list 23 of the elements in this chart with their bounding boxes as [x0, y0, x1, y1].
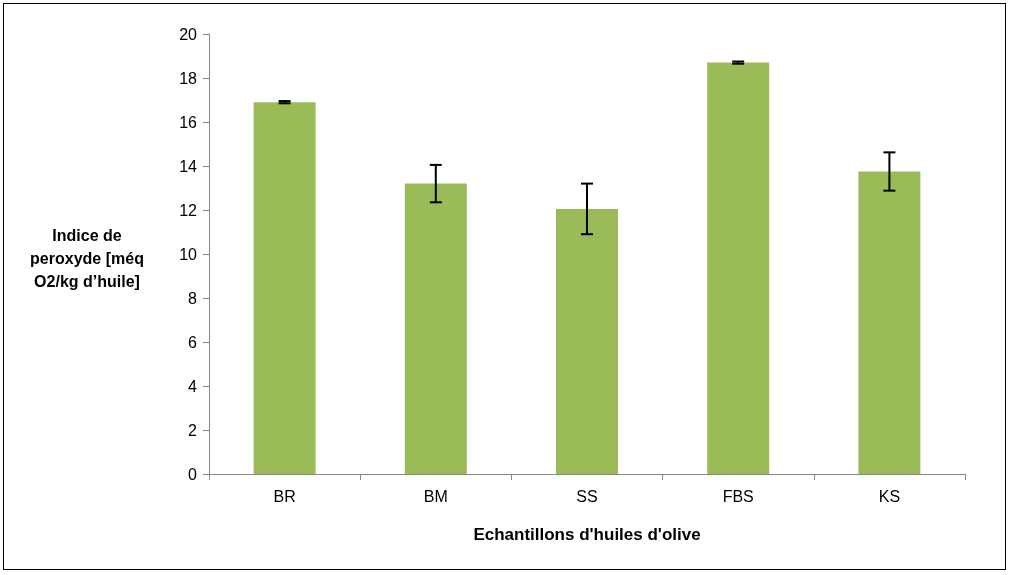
y-tick-label: 20	[179, 25, 198, 43]
bar	[404, 183, 467, 474]
bar	[253, 102, 316, 474]
x-tick-label: KS	[878, 487, 901, 505]
bar	[556, 208, 618, 474]
x-tick-label: BM	[423, 487, 448, 505]
x-tick-label: SS	[576, 487, 598, 505]
y-tick-label: 18	[179, 69, 198, 87]
y-tick-label: 10	[179, 245, 198, 263]
x-axis-title: Echantillons d'huiles d'olive	[473, 525, 701, 544]
x-tick-label: BR	[273, 487, 296, 505]
y-axis-title: Indice de peroxyde [méq O2/kg d’huile]	[29, 225, 145, 292]
bar	[707, 62, 770, 474]
y-tick-label: 4	[188, 377, 198, 395]
y-tick-label: 14	[179, 157, 198, 175]
y-tick-label: 6	[188, 333, 198, 351]
y-tick-label: 2	[188, 421, 198, 439]
x-tick-label: FBS	[722, 487, 754, 505]
y-tick-label: 8	[188, 289, 198, 307]
bar	[858, 171, 921, 474]
y-tick-label: 16	[179, 113, 198, 131]
y-tick-label: 12	[179, 201, 198, 219]
y-tick-label: 0	[188, 465, 198, 483]
